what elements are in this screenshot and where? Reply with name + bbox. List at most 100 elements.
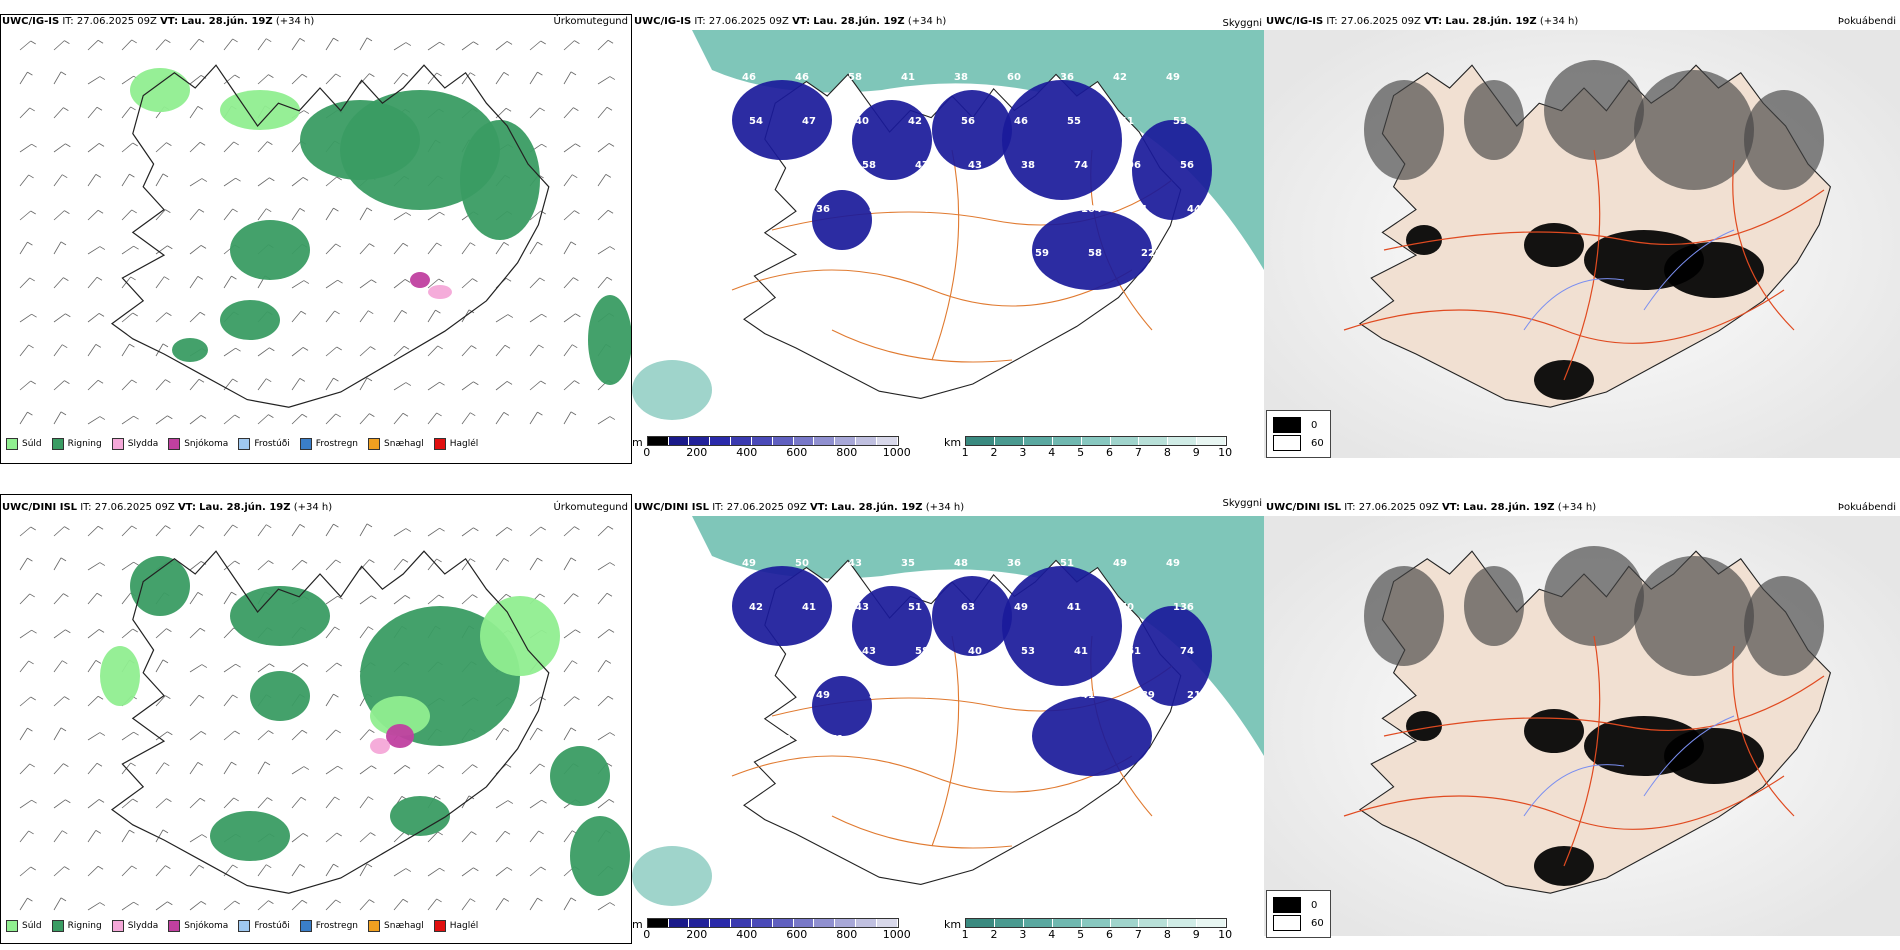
wind-barb <box>53 557 67 571</box>
wind-barb <box>461 381 479 391</box>
wind-barb <box>19 71 33 85</box>
wind-barb <box>597 695 614 707</box>
cloud-base-label: 54 <box>749 116 763 127</box>
legend-swatch <box>299 920 312 932</box>
colorbar-tick: 8 <box>1163 928 1171 941</box>
wind-barb <box>53 71 67 85</box>
wind-barb <box>291 413 308 425</box>
cloud-base-label: 48 <box>954 558 968 569</box>
colorbar-tick: 800 <box>836 446 858 459</box>
wind-barb <box>427 242 442 255</box>
wind-barb <box>87 209 104 221</box>
legend-item: Snæhagl <box>368 438 424 450</box>
cloud-base-label: 43 <box>855 602 869 613</box>
wind-barb <box>19 40 36 51</box>
wind-barb <box>87 562 106 571</box>
wind-barb <box>121 379 137 391</box>
river <box>1643 715 1735 797</box>
wind-barb <box>19 241 33 255</box>
wind-barb <box>87 39 104 51</box>
road <box>1343 289 1785 344</box>
colorbar-tick: 9 <box>1192 446 1200 459</box>
cloud-base-label: 49 <box>1166 558 1180 569</box>
fog-index-area <box>1744 90 1824 190</box>
precip-area <box>250 671 310 721</box>
legend-label: Frostúði <box>254 439 290 449</box>
wind-barb <box>257 730 274 741</box>
cloud-base-label: 53 <box>869 690 883 701</box>
cloud-base-label: 58 <box>862 160 876 171</box>
cloud-base-colorbar: m 0 200 400 600 800 1000 <box>632 918 911 942</box>
wind-barb <box>257 761 271 775</box>
legend-swatch <box>238 438 251 450</box>
wind-barb <box>359 73 375 85</box>
low-cloud-area <box>1032 696 1152 776</box>
precip-area <box>570 816 630 896</box>
low-visibility-area <box>632 360 712 420</box>
cloud-base-label: 938 <box>770 734 791 745</box>
wind-barb <box>291 38 306 51</box>
wind-barb <box>359 243 375 255</box>
wind-barb <box>529 344 544 357</box>
wind-barb <box>223 38 238 51</box>
wind-barb <box>189 141 206 153</box>
wind-barb <box>359 832 376 843</box>
wind-barb <box>189 106 204 119</box>
fog-index-area <box>1364 80 1444 180</box>
wind-barb <box>155 525 171 537</box>
cloud-base-label: 43 <box>862 646 876 657</box>
wind-barb <box>563 593 579 605</box>
wind-barb <box>155 415 173 425</box>
river <box>1643 229 1735 311</box>
road <box>1383 675 1825 737</box>
wind-barb <box>563 411 577 425</box>
wind-barb <box>325 832 342 843</box>
cloud-base-label: 42 <box>1113 72 1127 83</box>
wind-barb <box>121 245 139 255</box>
cloud-base-label: 47 <box>876 248 890 259</box>
cloud-base-label: 38 <box>954 72 968 83</box>
cloud-base-label: 41 <box>901 72 915 83</box>
cloud-base-label: 49 <box>922 690 936 701</box>
wind-barb <box>155 343 169 357</box>
legend-swatch <box>6 438 18 450</box>
fog-index-area <box>1406 225 1442 255</box>
colorbar-tick: 4 <box>1048 928 1056 941</box>
wind-barb <box>257 560 274 571</box>
fog-index-area <box>1544 60 1644 160</box>
colorbar-tick: 200 <box>686 928 708 941</box>
wind-barb <box>359 346 376 357</box>
cloud-base-label: 40 <box>968 646 982 657</box>
wind-barb <box>359 729 375 741</box>
cloud-base-label: 60 <box>1007 72 1021 83</box>
wind-barb <box>87 246 106 255</box>
wind-barb <box>563 210 580 221</box>
wind-barb <box>121 142 138 153</box>
wind-barb <box>597 592 613 605</box>
precip-area <box>100 646 140 706</box>
wind-barb <box>189 834 208 843</box>
precip-legend: Súld Rigning Slydda Snjókoma Frostúði Frostre… <box>0 438 478 450</box>
wind-barb <box>597 902 616 911</box>
legend-label: Frostregn <box>315 921 359 931</box>
wind-barb <box>461 831 477 843</box>
wind-barb <box>19 210 36 221</box>
fog-index-area <box>1634 70 1754 190</box>
wind-barb <box>597 562 616 571</box>
fog-index-area <box>1544 546 1644 646</box>
wind-barb <box>87 799 105 809</box>
colorbar-unit: m <box>632 436 643 449</box>
legend-item: Rigning <box>51 920 102 932</box>
wind-barb <box>87 313 105 323</box>
legend-item: Frostregn <box>299 438 358 450</box>
wind-barb <box>121 901 139 911</box>
low-cloud-area <box>732 566 832 646</box>
cloud-base-label: 46 <box>795 72 809 83</box>
road <box>731 269 1133 307</box>
cloud-base-label: 74 <box>1180 646 1194 657</box>
wind-barb <box>427 867 445 877</box>
colorbar-tick: 4 <box>1048 446 1056 459</box>
wind-barb <box>563 241 577 255</box>
cloud-base-label: 61 <box>1127 646 1141 657</box>
wind-barb <box>393 42 412 51</box>
